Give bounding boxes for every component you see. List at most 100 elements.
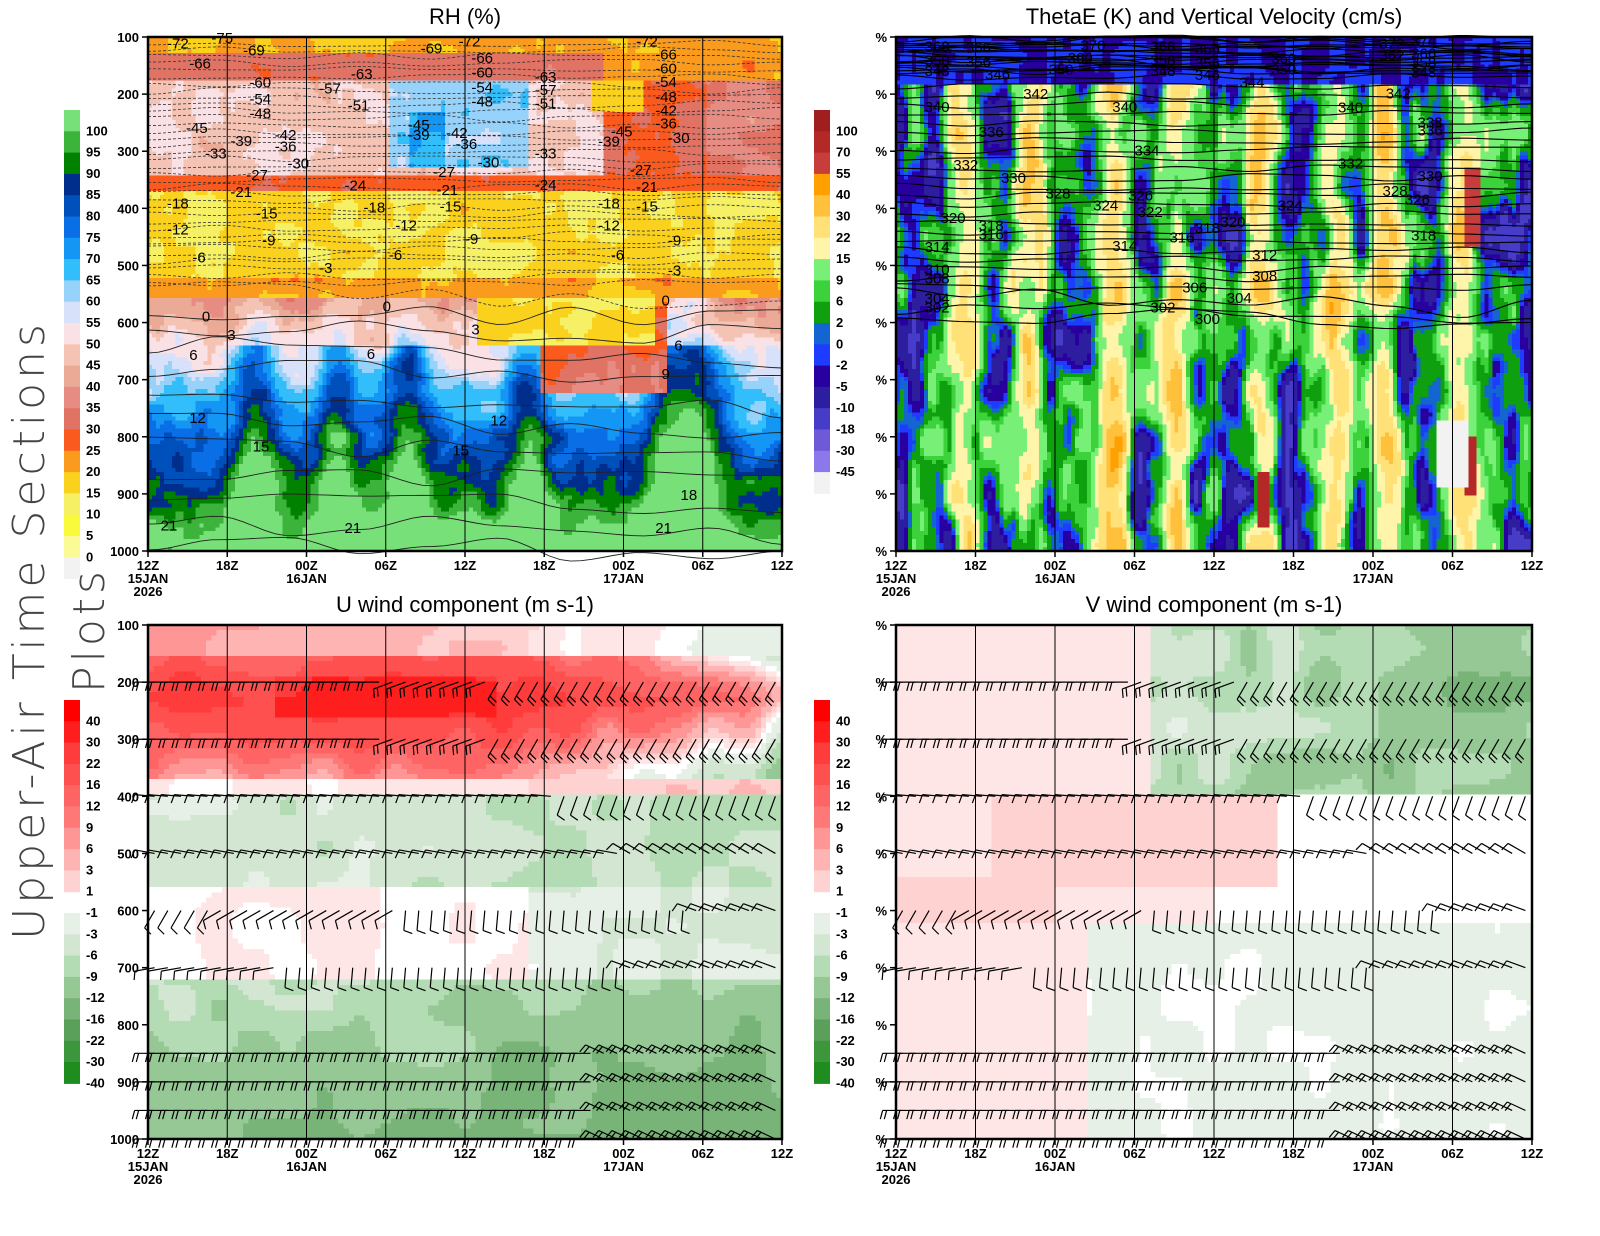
barb-feather	[131, 739, 136, 749]
wind-barb	[302, 793, 327, 804]
contour-label: 21	[655, 520, 672, 537]
barb-staff	[293, 849, 314, 855]
barb-feather	[766, 695, 775, 703]
barb-staff	[439, 681, 459, 690]
barb-feather	[688, 1046, 696, 1054]
barb-feather	[579, 1073, 587, 1081]
barb-feather	[162, 1081, 166, 1091]
barb-staff	[134, 793, 155, 797]
barb-feather	[662, 1103, 669, 1111]
barb-feather	[399, 1110, 404, 1120]
y-tick-label: %	[875, 30, 887, 45]
barb-feather	[442, 744, 445, 754]
barb-feather	[505, 1081, 510, 1091]
barb-feather	[158, 1053, 162, 1063]
barb-staff	[688, 796, 697, 816]
barb-feather	[443, 929, 453, 935]
wind-barb	[640, 910, 651, 935]
barb-staff	[606, 738, 618, 757]
colorbar-label: 45	[86, 358, 100, 373]
barb-feather	[674, 695, 682, 703]
wind-barb	[196, 849, 221, 859]
colorbar-label: 16	[86, 777, 100, 792]
barb-feather	[250, 1081, 255, 1091]
barb-feather	[276, 1053, 281, 1063]
wind-barb	[750, 960, 776, 969]
barb-feather	[214, 1138, 219, 1148]
barb-staff	[266, 849, 287, 855]
barb-feather	[461, 1110, 466, 1120]
barb-feather	[1214, 746, 1217, 756]
barb-feather	[750, 960, 758, 969]
contour-label: 316	[1169, 229, 1194, 246]
colorbar-label: 40	[836, 187, 850, 202]
contour-label: -9	[465, 231, 478, 248]
barb-feather	[945, 1138, 950, 1148]
barb-feather	[724, 1044, 732, 1053]
barb-feather	[675, 1074, 683, 1083]
barb-feather	[702, 814, 711, 821]
barb-feather	[399, 1081, 404, 1091]
barb-feather	[241, 1053, 245, 1063]
barb-feather	[541, 1110, 545, 1120]
barb-feather	[1250, 1138, 1255, 1148]
barb-feather	[413, 1138, 417, 1148]
barb-feather	[250, 1110, 255, 1120]
barb-staff	[741, 796, 750, 816]
wind-barb	[350, 967, 360, 992]
wind-barb	[416, 910, 426, 935]
wind-barb	[513, 738, 525, 764]
barb-feather	[448, 1138, 453, 1148]
barb-feather	[210, 794, 215, 804]
colorbar-swatch	[814, 870, 830, 893]
barb-feather	[601, 987, 611, 992]
barb-feather	[348, 920, 352, 930]
barb-feather	[479, 1053, 483, 1063]
barb-feather	[1108, 1138, 1113, 1148]
y-tick-label: %	[875, 618, 887, 633]
wind-barb	[429, 910, 439, 935]
barb-feather	[741, 1103, 749, 1111]
barb-feather	[558, 1081, 562, 1091]
contour-label: 356	[966, 54, 991, 71]
barb-feather	[566, 699, 575, 707]
barb-feather	[254, 739, 259, 749]
colorbar-swatch	[814, 849, 830, 871]
barb-staff	[412, 738, 433, 747]
barb-staff	[399, 738, 419, 747]
barb-feather	[303, 681, 307, 691]
wind-barb	[421, 793, 446, 804]
wind-barb	[133, 967, 155, 981]
barb-feather	[750, 903, 758, 912]
barb-feather	[568, 695, 577, 703]
barb-staff	[269, 910, 287, 922]
barb-feather	[518, 1138, 523, 1148]
barb-feather	[688, 1103, 696, 1111]
barb-staff	[469, 910, 473, 931]
barb-feather	[529, 695, 537, 703]
barb-staff	[308, 910, 327, 922]
wind-barb	[421, 849, 446, 859]
colorbar: 1009590858075706560555045403530252015105…	[64, 110, 108, 580]
barb-feather	[347, 1081, 351, 1091]
barb-feather	[514, 794, 519, 804]
colorbar-swatch	[814, 1019, 830, 1042]
wind-barb	[646, 681, 658, 707]
x-tick-label: 12Z	[454, 1146, 476, 1161]
y-tick-label: 700	[117, 961, 139, 976]
barb-feather	[201, 1081, 206, 1091]
colorbar-label: -12	[836, 990, 855, 1005]
barb-feather	[596, 1046, 603, 1054]
wind-barb	[672, 681, 684, 707]
x-tick-date: 17JAN	[603, 571, 643, 586]
contour-label: 312	[1252, 247, 1277, 264]
barb-staff	[593, 738, 605, 757]
barb-staff	[398, 849, 419, 855]
barb-staff	[517, 849, 538, 855]
barb-feather	[1307, 1138, 1312, 1148]
wind-barb	[394, 849, 419, 859]
contour-label: 336	[1418, 123, 1443, 140]
barb-feather	[303, 1053, 307, 1063]
barb-staff	[725, 681, 737, 700]
